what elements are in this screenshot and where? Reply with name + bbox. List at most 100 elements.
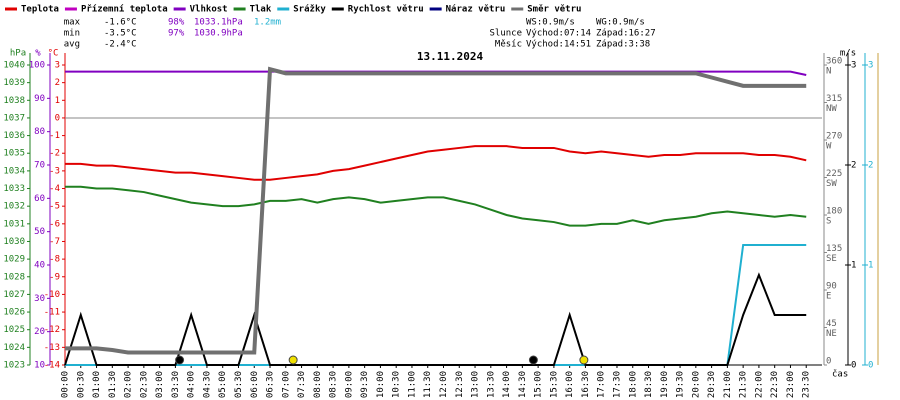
- astro-marker: [288, 355, 298, 365]
- legend-label: Tlak: [250, 5, 272, 15]
- tick-name: E: [826, 292, 831, 302]
- x-tick-label: 16:00: [565, 371, 575, 398]
- x-tick-label: 19:00: [660, 371, 670, 398]
- tick-label: 1028: [3, 272, 25, 282]
- x-tick-label: 23:00: [786, 371, 796, 398]
- stat: -3.5°C: [104, 29, 137, 39]
- tick-label: -2: [49, 149, 60, 159]
- tick-name: S: [826, 217, 831, 227]
- legend-label: Rychlost větru: [348, 4, 424, 15]
- x-tick-label: 09:30: [360, 371, 370, 398]
- astro-rise-label: Východ:: [526, 29, 564, 39]
- stat: -1.6°C: [104, 18, 137, 28]
- tick-label: 10: [34, 361, 45, 371]
- x-tick-label: 08:30: [329, 371, 339, 398]
- tick-label: 3: [868, 61, 873, 71]
- legend-label: Vlhkost: [190, 5, 228, 15]
- legend-label: Směr větru: [527, 4, 581, 15]
- x-tick-label: 03:30: [171, 371, 181, 398]
- x-tick-label: 01:30: [108, 371, 118, 398]
- stat: -2.4°C: [104, 40, 137, 50]
- astro-rise: 07:14: [564, 29, 591, 39]
- astro-label: Slunce: [489, 29, 522, 39]
- astro-rise: 14:51: [564, 40, 591, 50]
- legend-label: Náraz větru: [446, 4, 506, 15]
- legend-label: Teplota: [21, 5, 59, 15]
- tick-label: 50: [34, 227, 45, 237]
- tick-label: 0: [55, 113, 60, 123]
- x-tick-label: 07:30: [297, 371, 307, 398]
- tick-label: 30: [34, 294, 45, 304]
- x-tick-label: 17:30: [612, 371, 622, 398]
- x-tick-label: 05:00: [218, 371, 228, 398]
- tick-label: 2: [55, 78, 60, 88]
- tick-label: -5: [49, 202, 60, 212]
- tick-label: 45: [826, 319, 837, 329]
- x-tick-label: 10:30: [392, 371, 402, 398]
- tick-label: -1: [49, 131, 60, 141]
- tick-label: 1023: [3, 361, 25, 371]
- wind-info: WS:0.9m/s: [526, 18, 575, 28]
- tick-label: -11: [44, 308, 60, 318]
- x-tick-label: 13:30: [486, 371, 496, 398]
- x-tick-label: 04:00: [187, 371, 197, 398]
- tick-label: 0: [851, 361, 856, 371]
- tick-label: 1035: [3, 149, 25, 159]
- stat: 97%: [168, 29, 185, 39]
- tick-label: 1034: [3, 166, 25, 176]
- x-tick-label: 13:00: [471, 371, 481, 398]
- tick-label: 135: [826, 244, 842, 254]
- x-tick-label: 14:00: [502, 371, 512, 398]
- tick-label: 0: [868, 361, 873, 371]
- series-line: [65, 145, 807, 181]
- x-axis-label: čas: [832, 369, 848, 380]
- x-tick-label: 12:00: [439, 371, 449, 398]
- tick-label: 1025: [3, 325, 25, 335]
- astro-set-label: Západ:: [596, 29, 629, 39]
- x-tick-label: 03:00: [155, 371, 165, 398]
- tick-label: 2: [851, 161, 856, 171]
- tick-name: SE: [826, 254, 837, 264]
- tick-label: 1: [868, 261, 873, 271]
- astro-marker: [579, 355, 589, 365]
- tick-label: -10: [44, 290, 60, 300]
- x-tick-label: 15:30: [549, 371, 559, 398]
- tick-label: 180: [826, 207, 842, 217]
- stat: 98%: [168, 18, 185, 28]
- tick-name: NW: [826, 104, 837, 114]
- tick-name: N: [826, 67, 831, 77]
- tick-label: 1030: [3, 237, 25, 247]
- tick-label: -12: [44, 325, 60, 335]
- tick-label: -14: [44, 361, 60, 371]
- x-tick-label: 06:30: [266, 371, 276, 398]
- series-line: [65, 185, 807, 227]
- stat: 1033.1hPa: [194, 18, 243, 28]
- tick-label: 0: [826, 357, 831, 367]
- tick-label: -13: [44, 343, 60, 353]
- x-tick-label: 11:30: [423, 371, 433, 398]
- stat: 1030.9hPa: [194, 29, 243, 39]
- tick-label: 315: [826, 94, 842, 104]
- x-tick-label: 11:00: [407, 371, 417, 398]
- tick-label: -7: [49, 237, 60, 247]
- x-tick-label: 16:30: [581, 371, 591, 398]
- x-tick-label: 12:30: [455, 371, 465, 398]
- x-tick-label: 00:30: [76, 371, 86, 398]
- x-tick-label: 17:00: [597, 371, 607, 398]
- axis-unit: hPa: [10, 49, 26, 59]
- series-line: [64, 272, 807, 366]
- x-tick-label: 06:00: [250, 371, 260, 398]
- tick-label: 60: [34, 194, 45, 204]
- x-tick-label: 18:30: [644, 371, 654, 398]
- tick-label: 1033: [3, 184, 25, 194]
- astro-marker: [528, 355, 538, 365]
- tick-label: 90: [826, 282, 837, 292]
- tick-label: 20: [34, 327, 45, 337]
- x-tick-label: 00:00: [61, 371, 71, 398]
- tick-label: -3: [49, 166, 60, 176]
- stat: 1.2mm: [254, 18, 281, 28]
- tick-label: 3: [55, 61, 60, 71]
- x-tick-label: 14:30: [518, 371, 528, 398]
